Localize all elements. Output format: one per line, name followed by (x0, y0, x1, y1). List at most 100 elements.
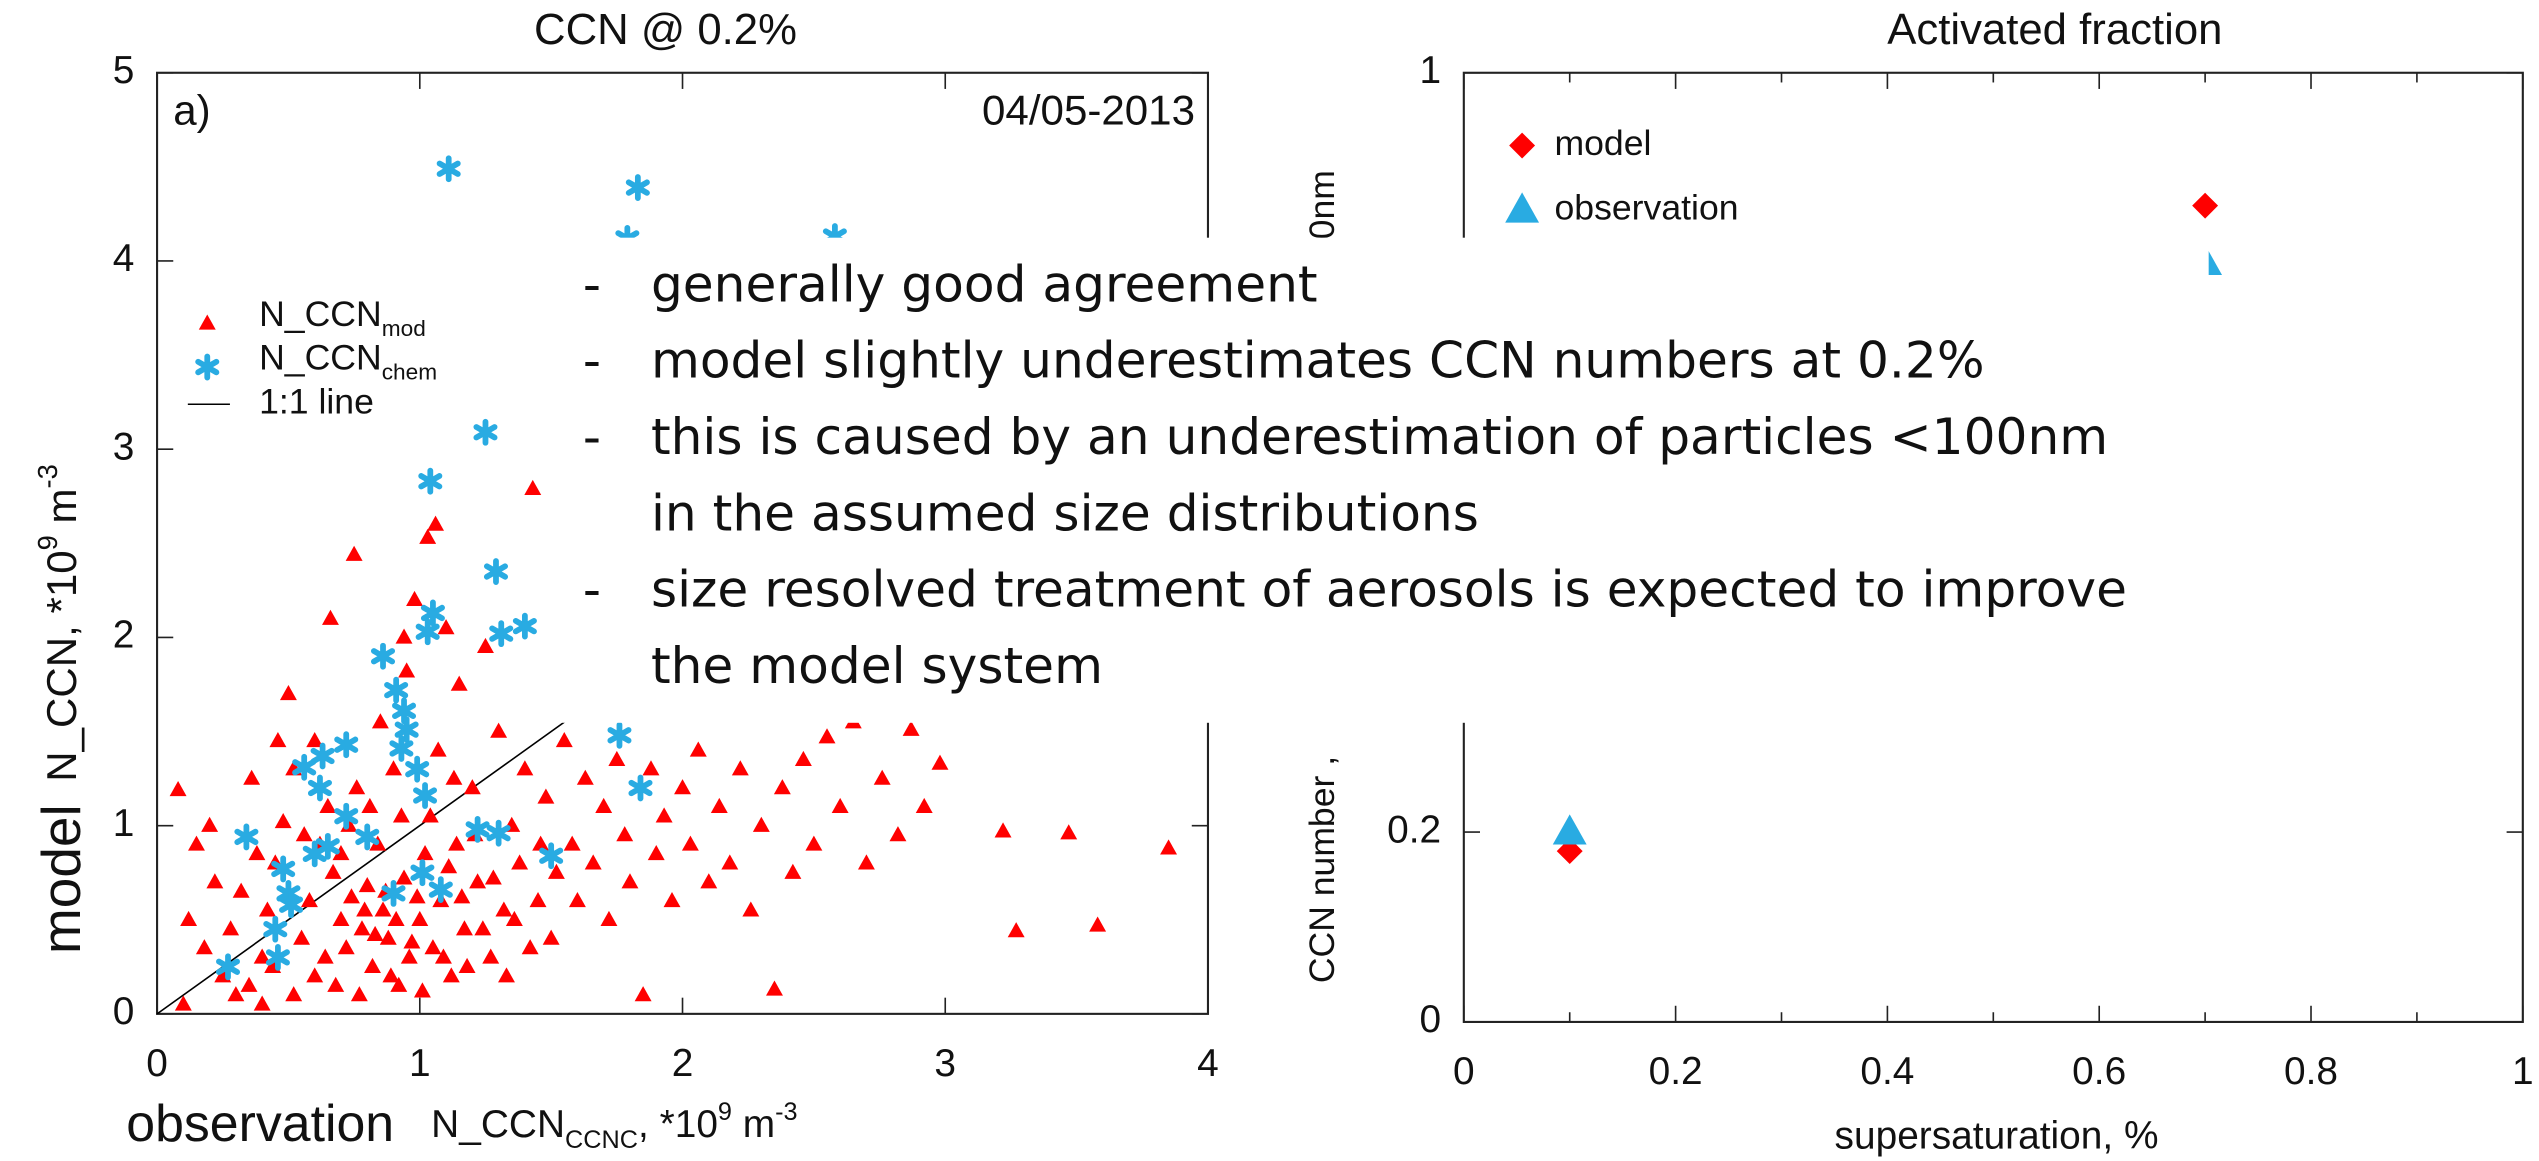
marker-triangle (442, 967, 460, 983)
marker-asterisk (483, 558, 508, 585)
marker-triangle (766, 980, 783, 996)
marker-triangle (206, 873, 224, 889)
marker-asterisk (415, 618, 440, 646)
marker-triangle (495, 901, 513, 917)
marker-triangle (516, 760, 534, 776)
marker-triangle (400, 948, 418, 964)
x-tick-label: 0 (146, 1042, 168, 1085)
marker-triangle (390, 976, 408, 992)
marker-triangle (621, 873, 639, 889)
marker-triangle (437, 619, 455, 635)
marker-triangle (379, 929, 397, 945)
marker-triangle (584, 854, 602, 870)
marker-triangle (482, 948, 500, 964)
x-tick-label: 0 (1453, 1050, 1475, 1093)
y-tick-label: 5 (113, 49, 135, 92)
panel-label: a) (173, 86, 210, 133)
marker-triangle (427, 515, 445, 531)
marker-asterisk (394, 716, 419, 744)
marker-triangle (474, 920, 492, 936)
x-tick-label: 2 (672, 1042, 694, 1085)
marker-triangle (1060, 824, 1078, 840)
marker-triangle (721, 854, 739, 870)
marker-triangle (274, 812, 292, 829)
y-tick-label: 0 (1420, 998, 1442, 1041)
marker-triangle (324, 863, 342, 879)
bullet-text: size resolved treatment of aerosols is e… (651, 560, 2127, 619)
marker-triangle (416, 844, 434, 861)
marker-asterisk (334, 731, 359, 759)
marker-asterisk (465, 815, 490, 843)
marker-triangle (469, 873, 487, 889)
marker-triangle (1505, 192, 1540, 223)
marker-triangle (419, 528, 437, 544)
marker-triangle (477, 637, 494, 654)
marker-asterisk (473, 418, 498, 446)
marker-triangle (511, 854, 529, 870)
marker-triangle (406, 590, 423, 606)
bullet-dash: - (583, 331, 601, 390)
date-label: 04/05-2013 (982, 86, 1195, 133)
marker-triangle (350, 986, 368, 1002)
x-tick-label: 4 (1197, 1042, 1219, 1085)
marker-triangle (322, 609, 339, 625)
marker-triangle (681, 835, 699, 851)
marker-triangle (448, 835, 466, 851)
marker-triangle (1007, 922, 1025, 938)
marker-triangle (568, 892, 586, 908)
x-tick-label: 0.6 (2072, 1050, 2126, 1093)
marker-asterisk (279, 891, 304, 919)
bullet-text: in the assumed size distributions (651, 483, 1479, 542)
marker-triangle (227, 986, 245, 1002)
label-part: m (732, 1103, 775, 1146)
chart-title: Activated fraction (1887, 5, 2222, 54)
label-part: 9 (718, 1098, 732, 1126)
marker-triangle (453, 888, 471, 904)
marker-triangle (253, 995, 271, 1011)
overlay-box (558, 237, 2209, 723)
marker-asterisk (512, 612, 537, 640)
marker-asterisk (607, 721, 632, 749)
marker-asterisk (486, 819, 511, 847)
marker-triangle (445, 769, 463, 785)
y-tick-label: 4 (113, 237, 135, 280)
x-tick-label: 3 (934, 1042, 956, 1085)
marker-asterisk (271, 855, 296, 883)
marker-asterisk (381, 879, 406, 907)
marker-triangle (243, 769, 261, 785)
marker-triangle (188, 835, 205, 851)
marker-asterisk (436, 155, 461, 183)
bullet-dash: - (583, 407, 601, 466)
marker-diamond (1509, 132, 1536, 159)
marker-triangle (421, 807, 439, 823)
legend-subscript: chem (382, 359, 437, 385)
legend-label: N_CCNchem (259, 338, 437, 385)
bullet-text: model slightly underestimates CCN number… (651, 331, 1985, 390)
marker-asterisk (405, 755, 430, 783)
bullet-dash: - (583, 254, 601, 313)
marker-triangle (647, 844, 665, 861)
marker-triangle (857, 854, 875, 870)
marker-triangle (358, 876, 376, 893)
marker-triangle (398, 662, 416, 678)
marker-triangle (563, 835, 581, 851)
marker-diamond (2192, 192, 2219, 219)
label-part: -3 (775, 1098, 797, 1126)
chart-title: CCN @ 0.2% (534, 5, 797, 54)
bullet-dash: - (583, 560, 601, 619)
marker-triangle (366, 925, 384, 942)
marker-triangle (818, 728, 836, 744)
marker-triangle (395, 628, 413, 644)
marker-asterisk (392, 697, 417, 725)
label-part: , *10 (638, 1103, 718, 1146)
marker-triangle (642, 760, 660, 776)
y-axis-label: CCN number , (1302, 756, 1342, 983)
marker-asterisk (310, 742, 335, 770)
x-tick-label: 1 (409, 1042, 431, 1085)
marker-triangle (742, 901, 760, 917)
marker-triangle (385, 760, 402, 776)
marker-triangle (634, 986, 652, 1002)
marker-asterisk (215, 953, 241, 981)
marker-triangle (440, 858, 458, 874)
legend-name: N_CCN (259, 338, 382, 378)
